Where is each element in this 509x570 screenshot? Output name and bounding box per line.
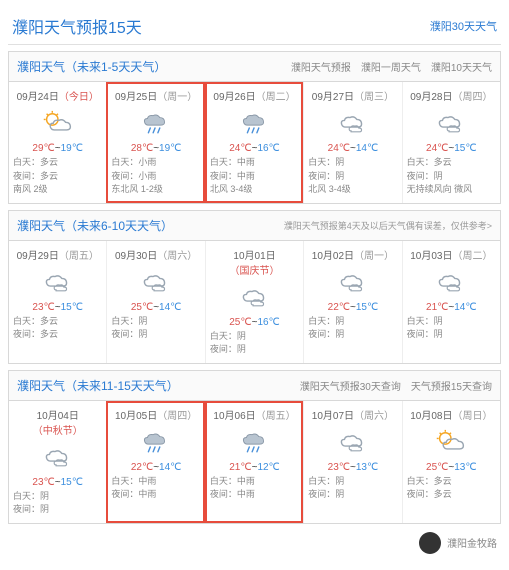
day-info: 白天：中雨夜间：中雨北风 3-4级 [210,156,299,197]
section-links: 濮阳天气预报30天查询天气预报15天查询 [300,378,492,393]
weather-icon [137,109,175,139]
day-cell[interactable]: 10月05日（周四） 22℃~14℃ 白天：中雨夜间：中雨 [106,401,204,523]
day-cell[interactable]: 10月03日（周二） 21℃~14℃ 白天：阴夜间：阴 [402,241,500,363]
weather-icon [39,443,77,473]
day-temp: 22℃~15℃ [328,302,379,313]
section-header: 濮阳天气（未来1-5天天气） 濮阳天气预报濮阳一周天气濮阳10天天气 [9,52,500,82]
day-info: 白天：中雨夜间：中雨 [111,475,200,502]
day-info: 白天：多云夜间：阴无持续风向 微风 [407,156,496,197]
day-temp: 25℃~16℃ [229,317,280,328]
day-temp: 22℃~14℃ [131,462,182,473]
day-date: 10月06日（周五） [213,407,295,422]
weather-icon [432,268,470,298]
day-date: 10月04日（中秋节） [13,407,102,437]
section-title: 濮阳天气（未来11-15天天气） [17,377,179,394]
day-cell[interactable]: 09月28日（周四） 24℃~15℃ 白天：多云夜间：阴无持续风向 微风 [402,82,500,203]
weather-icon [39,268,77,298]
weather-icon [236,428,274,458]
section-link[interactable]: 濮阳10天天气 [431,59,492,74]
section-link[interactable]: 濮阳天气预报30天查询 [300,378,401,393]
day-info: 白天：多云夜间：多云南风 2级 [13,156,102,197]
weather-icon [334,268,372,298]
day-cell[interactable]: 09月24日（今日） 29℃~19℃ 白天：多云夜间：多云南风 2级 [9,82,106,203]
day-date: 10月05日（周四） [115,407,197,422]
day-cell[interactable]: 09月26日（周二） 24℃~16℃ 白天：中雨夜间：中雨北风 3-4级 [205,82,303,203]
day-temp: 21℃~12℃ [229,462,280,473]
day-temp: 24℃~15℃ [426,143,477,154]
forecast-row: 09月29日（周五） 23℃~15℃ 白天：多云夜间：多云 09月30日（周六） 25℃… [9,241,500,363]
day-temp: 21℃~14℃ [426,302,477,313]
day-cell[interactable]: 09月27日（周三） 24℃~14℃ 白天：阴夜间：阴北风 3-4级 [303,82,401,203]
day-info: 白天：阴夜间：阴 [407,315,496,342]
day-date: 10月08日（周日） [410,407,492,422]
section-links: 濮阳天气预报濮阳一周天气濮阳10天天气 [291,59,492,74]
day-date: 09月28日（周四） [410,88,492,103]
section-link[interactable]: 濮阳一周天气 [361,59,421,74]
day-temp: 28℃~19℃ [131,143,182,154]
day-date: 09月26日（周二） [213,88,295,103]
page-title: 濮阳天气预报15天 [12,14,142,38]
day-temp: 23℃~13℃ [328,462,379,473]
day-temp: 24℃~14℃ [328,143,379,154]
header-link-30day[interactable]: 濮阳30天天气 [430,18,497,34]
weather-icon [432,428,470,458]
day-cell[interactable]: 09月29日（周五） 23℃~15℃ 白天：多云夜间：多云 [9,241,106,363]
day-date: 10月02日（周一） [312,247,394,262]
day-date: 10月01日（国庆节） [210,247,299,277]
day-info: 白天：多云夜间：多云 [13,315,102,342]
day-info: 白天：阴夜间：阴 [308,475,397,502]
day-info: 白天：阴夜间：阴 [308,315,397,342]
weather-icon [432,109,470,139]
section-link[interactable]: 天气预报15天查询 [411,378,492,393]
weather-icon [334,109,372,139]
day-info: 白天：阴夜间：阴北风 3-4级 [308,156,397,197]
section-link[interactable]: 濮阳天气预报 [291,59,351,74]
day-temp: 25℃~14℃ [131,302,182,313]
day-temp: 24℃~16℃ [229,143,280,154]
forecast-section: 濮阳天气（未来6-10天天气） 濮阳天气预报第4天及以后天气偶有误差，仅供参考> 0… [8,210,501,364]
day-date: 10月03日（周二） [410,247,492,262]
weather-icon [334,428,372,458]
day-info: 白天：多云夜间：多云 [407,475,496,502]
day-cell[interactable]: 10月07日（周六） 23℃~13℃ 白天：阴夜间：阴 [303,401,401,523]
day-date: 09月29日（周五） [17,247,99,262]
day-temp: 29℃~19℃ [32,143,83,154]
weather-icon [236,109,274,139]
day-info: 白天：中雨夜间：中雨 [210,475,299,502]
forecast-section: 濮阳天气（未来1-5天天气） 濮阳天气预报濮阳一周天气濮阳10天天气 09月24日（… [8,51,501,204]
footer-text: 濮阳金牧路 [447,535,497,550]
day-date: 10月07日（周六） [312,407,394,422]
section-header: 濮阳天气（未来11-15天天气） 濮阳天气预报30天查询天气预报15天查询 [9,371,500,401]
day-info: 白天：阴夜间：阴 [210,330,299,357]
forecast-row: 10月04日（中秋节） 23℃~15℃ 白天：阴夜间：阴 10月05日（周四） 22℃~… [9,401,500,523]
day-info: 白天：小雨夜间：小雨东北风 1-2级 [111,156,200,197]
day-cell[interactable]: 09月30日（周六） 25℃~14℃ 白天：阴夜间：阴 [106,241,204,363]
weather-icon [137,428,175,458]
section-title: 濮阳天气（未来1-5天天气） [17,58,166,75]
day-cell[interactable]: 09月25日（周一） 28℃~19℃ 白天：小雨夜间：小雨东北风 1-2级 [106,82,204,203]
day-info: 白天：阴夜间：阴 [13,490,102,517]
day-info: 白天：阴夜间：阴 [111,315,200,342]
weather-icon [236,283,274,313]
day-date: 09月30日（周六） [115,247,197,262]
section-title: 濮阳天气（未来6-10天天气） [17,217,173,234]
weather-icon [137,268,175,298]
day-date: 09月27日（周三） [312,88,394,103]
day-cell[interactable]: 10月08日（周日） 25℃~13℃ 白天：多云夜间：多云 [402,401,500,523]
section-note: 濮阳天气预报第4天及以后天气偶有误差，仅供参考> [284,219,492,232]
day-date: 09月24日（今日） [17,88,99,103]
day-cell[interactable]: 10月02日（周一） 22℃~15℃ 白天：阴夜间：阴 [303,241,401,363]
section-header: 濮阳天气（未来6-10天天气） 濮阳天气预报第4天及以后天气偶有误差，仅供参考> [9,211,500,241]
day-temp: 23℃~15℃ [32,302,83,313]
day-cell[interactable]: 10月01日（国庆节） 25℃~16℃ 白天：阴夜间：阴 [205,241,303,363]
day-date: 09月25日（周一） [115,88,197,103]
footer-logo [419,532,441,554]
forecast-row: 09月24日（今日）29℃~19℃白天：多云夜间：多云南风 2级09月25日（周… [9,82,500,203]
day-temp: 25℃~13℃ [426,462,477,473]
day-temp: 23℃~15℃ [32,477,83,488]
forecast-section: 濮阳天气（未来11-15天天气） 濮阳天气预报30天查询天气预报15天查询 10月0… [8,370,501,524]
weather-icon [39,109,77,139]
day-cell[interactable]: 10月06日（周五） 21℃~12℃ 白天：中雨夜间：中雨 [205,401,303,523]
day-cell[interactable]: 10月04日（中秋节） 23℃~15℃ 白天：阴夜间：阴 [9,401,106,523]
